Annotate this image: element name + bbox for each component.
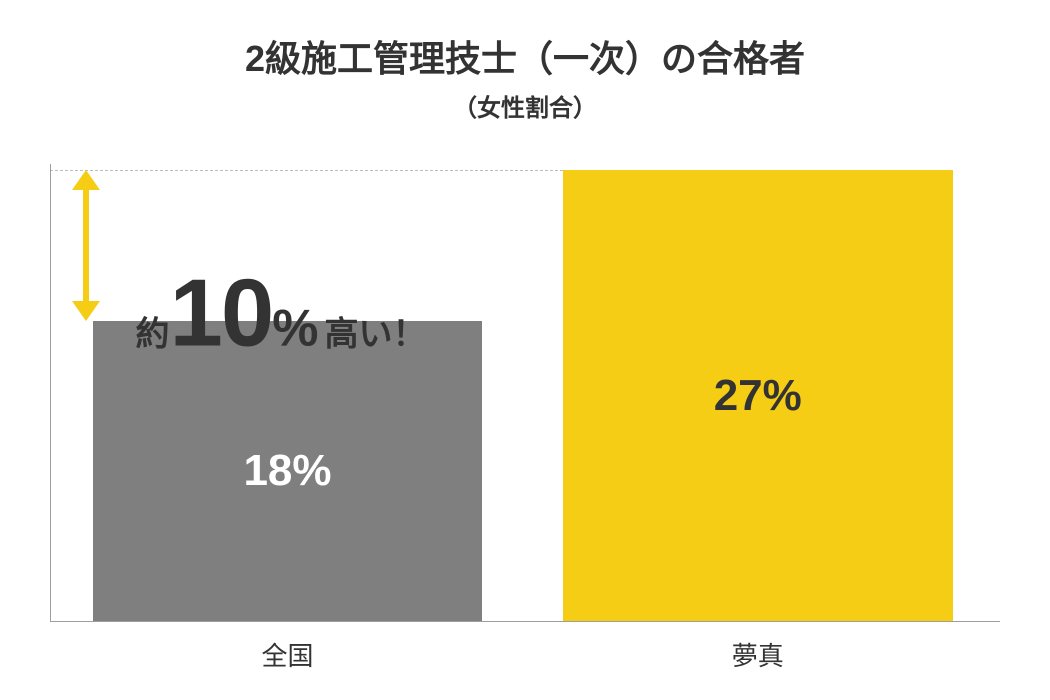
reference-line	[50, 170, 563, 171]
chart-container: 2級施工管理技士（一次）の合格者 （女性割合） 18% 全国 27% 夢真 約 …	[0, 0, 1050, 700]
diff-callout: 約 10 % 高い！	[136, 266, 427, 362]
callout-suffix: 高い！	[325, 307, 427, 356]
chart-subtitle: （女性割合）	[0, 88, 1050, 123]
bar-yumeshin: 27% 夢真	[563, 170, 953, 622]
bar-yumeshin-label: 夢真	[563, 636, 953, 673]
chart-plot-area: 18% 全国 27% 夢真 約 10 % 高い！	[50, 170, 1000, 622]
diff-arrow	[72, 170, 100, 321]
callout-number: 10	[170, 266, 273, 362]
bar-national-value: 18%	[243, 446, 331, 496]
chart-title: 2級施工管理技士（一次）の合格者	[0, 30, 1050, 82]
arrow-head-down-icon	[72, 301, 100, 321]
title-block: 2級施工管理技士（一次）の合格者 （女性割合）	[0, 0, 1050, 123]
arrow-head-up-icon	[72, 170, 100, 190]
callout-prefix: 約	[136, 307, 170, 356]
y-axis	[50, 164, 51, 622]
bar-national: 18% 全国	[93, 321, 483, 622]
arrow-shaft	[83, 190, 89, 301]
bar-yumeshin-value: 27%	[714, 371, 802, 421]
bar-national-label: 全国	[93, 636, 483, 673]
x-axis	[50, 621, 1000, 622]
callout-percent: %	[272, 299, 318, 359]
